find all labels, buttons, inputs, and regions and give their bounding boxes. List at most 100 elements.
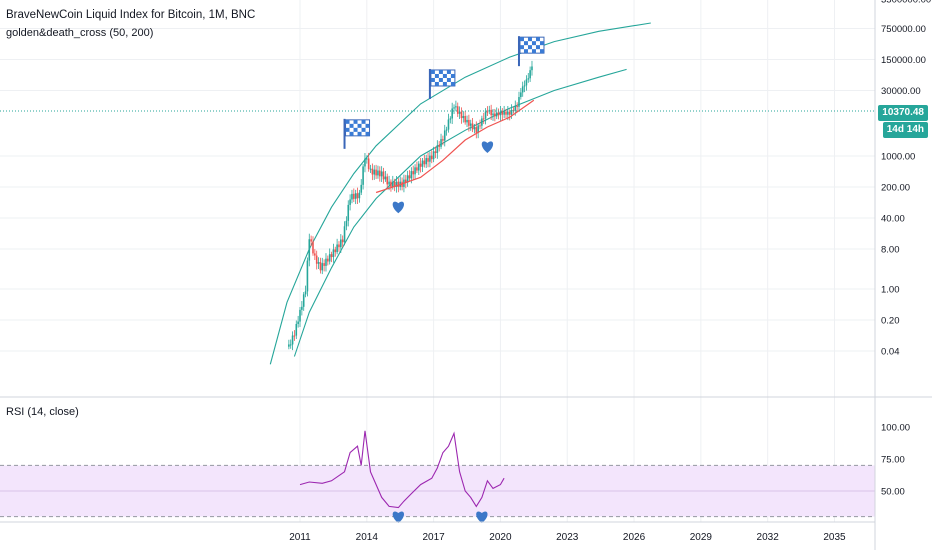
candle-body <box>416 167 418 171</box>
candle-body <box>375 169 377 176</box>
flag-square <box>434 81 439 86</box>
rsi-label: RSI (14, close) <box>6 406 79 418</box>
candle-body <box>432 151 435 160</box>
candle-body <box>386 176 389 185</box>
candle-body <box>312 241 314 254</box>
candle-body <box>288 344 290 347</box>
candle-body <box>353 193 355 199</box>
candle-body <box>423 160 426 165</box>
candle-body <box>395 181 398 187</box>
candle-body <box>404 179 407 183</box>
price-tick-label: 40.00 <box>881 213 905 224</box>
candle-body <box>334 249 337 253</box>
candle-body <box>460 111 463 119</box>
candle-body <box>486 111 489 113</box>
candle-body <box>349 199 351 205</box>
candle-body <box>371 168 374 175</box>
time-tick-label: 2029 <box>690 532 713 543</box>
price-tick-label: 0.04 <box>881 346 900 357</box>
candle-body <box>377 170 379 176</box>
rsi-line <box>299 430 505 509</box>
candle-body <box>434 151 437 154</box>
candle-body <box>484 111 487 119</box>
candle-body <box>390 181 392 187</box>
candle-body <box>315 255 318 264</box>
flag-square <box>365 123 370 128</box>
moving-average-line <box>375 99 535 194</box>
candle-body <box>366 158 368 160</box>
rsi-tick-label: 100.00 <box>881 423 910 434</box>
candle-body <box>473 127 476 130</box>
candle-body <box>456 106 459 114</box>
flag-square <box>442 73 447 78</box>
candle-body <box>301 306 303 310</box>
candle-body <box>358 192 361 199</box>
price-tick-label: 200.00 <box>881 182 910 193</box>
candle-body <box>490 109 492 116</box>
candle-body <box>380 171 383 177</box>
candle-body <box>464 116 466 123</box>
flag-square <box>531 49 536 54</box>
time-tick-label: 2011 <box>289 532 311 543</box>
candle-body <box>340 239 342 248</box>
flag-square <box>430 69 435 74</box>
checkered-flag-icon <box>343 118 371 149</box>
candle-body <box>354 193 357 199</box>
flag-square <box>539 41 544 46</box>
candle-body <box>406 175 409 183</box>
candle-body <box>319 262 322 271</box>
candle-body <box>345 220 348 227</box>
candle-body <box>466 119 468 123</box>
candle-body <box>481 118 483 126</box>
flag-square <box>450 81 455 86</box>
candle-body <box>525 79 528 86</box>
candle-body <box>447 119 450 130</box>
candle-body <box>289 344 292 346</box>
candle-body <box>471 123 474 130</box>
candle-body <box>436 145 439 154</box>
candle-body <box>427 158 429 162</box>
upper-channel-line <box>269 22 651 365</box>
candle-body <box>379 170 381 177</box>
candle-body <box>293 335 296 337</box>
candle-body <box>440 139 442 147</box>
candle-body <box>429 155 431 162</box>
candle-body <box>469 123 472 126</box>
flag-square <box>527 45 532 50</box>
flag-square <box>365 131 370 136</box>
flag-square <box>523 41 528 46</box>
countdown-tag: 14d 14h <box>882 122 928 138</box>
candle-body <box>408 175 411 179</box>
candle-body <box>325 258 327 266</box>
candle-body <box>445 129 448 131</box>
flag-square <box>361 119 366 124</box>
candle-body <box>462 116 465 119</box>
candle-body <box>384 176 387 180</box>
candle-body <box>299 309 301 322</box>
markers <box>343 36 545 524</box>
checkered-flag-icon <box>517 36 545 67</box>
candle-body <box>356 193 359 199</box>
blue-heart-icon <box>476 511 488 524</box>
candle-body <box>297 321 299 324</box>
price-tick-label: 0.20 <box>881 315 900 326</box>
candle-body <box>507 111 509 115</box>
price-tick-label: 150000.00 <box>881 55 926 66</box>
candle-body <box>449 118 452 120</box>
candle-body <box>531 66 533 71</box>
candle-body <box>425 158 427 165</box>
candle-body <box>430 155 433 160</box>
flag-square <box>539 49 544 54</box>
candle-body <box>412 171 415 175</box>
flag-square <box>535 37 540 42</box>
flag-square <box>438 77 443 82</box>
price-tick-label: 30000.00 <box>881 86 921 97</box>
candle-body <box>391 181 394 187</box>
flag-square <box>523 49 528 54</box>
candle-body <box>304 291 307 295</box>
candle-body <box>317 262 320 264</box>
channel-lines <box>269 22 651 365</box>
candle-body <box>508 111 511 115</box>
flag-square <box>438 69 443 74</box>
